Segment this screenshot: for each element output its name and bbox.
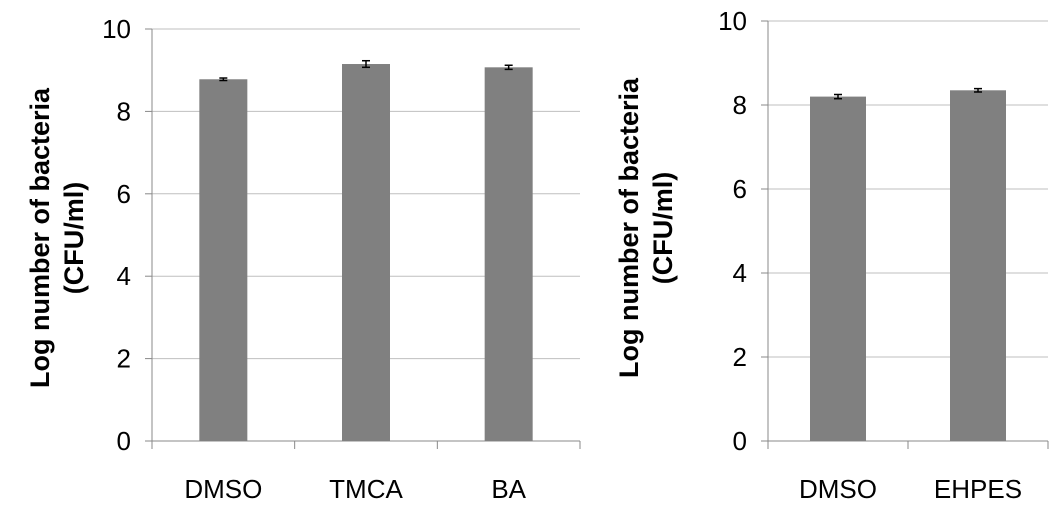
chart-left-ytick-label: 2	[117, 344, 131, 374]
chart-left-ytick-label: 0	[117, 426, 131, 456]
chart-left-ytick-label: 6	[117, 179, 131, 209]
chart-left-errorbar-tmca	[362, 59, 370, 69]
chart-left-ylabel-line2: (CFU/ml)	[59, 182, 89, 294]
chart-left-bar-ba	[484, 67, 533, 441]
chart-right-bar-dmso	[810, 96, 866, 441]
chart-left-ylabel-line1: Log number of bacteria	[25, 87, 55, 388]
chart-right-category-label: DMSO	[799, 474, 877, 504]
chart-right-ylabel-line2: (CFU/ml)	[648, 172, 678, 284]
chart-right-errorbar-dmso	[834, 93, 842, 100]
chart-right-category-label: EHPES	[934, 474, 1022, 504]
chart-right-ytick-label: 0	[733, 426, 747, 456]
chart-left: Log number of bacteria (CFU/ml) 0 2 4 6 8 10 D…	[25, 14, 581, 504]
chart-right: Log number of bacteria (CFU/ml) 0 2 4 6 8 10 D…	[614, 6, 1049, 504]
chart-right-ytick-label: 10	[718, 6, 747, 36]
chart-left-category-label: TMCA	[329, 474, 403, 504]
chart-left-category-label: DMSO	[184, 474, 262, 504]
chart-left-ytick-label: 10	[102, 14, 131, 44]
chart-left-bar-dmso	[199, 79, 248, 441]
chart-left-ytick-label: 8	[117, 96, 131, 126]
chart-right-ytick-label: 4	[733, 258, 747, 288]
chart-right-bar-ehpes	[950, 90, 1006, 442]
chart-right-ytick-label: 6	[733, 174, 747, 204]
chart-right-ylabel-line1: Log number of bacteria	[614, 77, 644, 378]
chart-left-errorbar-ba	[504, 64, 513, 71]
chart-right-ytick-label: 8	[733, 90, 747, 120]
chart-right-ytick-label: 2	[733, 342, 747, 372]
chart-left-category-label: BA	[491, 474, 526, 504]
chart-right-errorbar-ehpes	[974, 87, 982, 93]
chart-left-errorbar-dmso	[219, 77, 228, 82]
chart-left-ytick-label: 4	[117, 261, 131, 291]
chart-left-bar-tmca	[342, 64, 390, 442]
